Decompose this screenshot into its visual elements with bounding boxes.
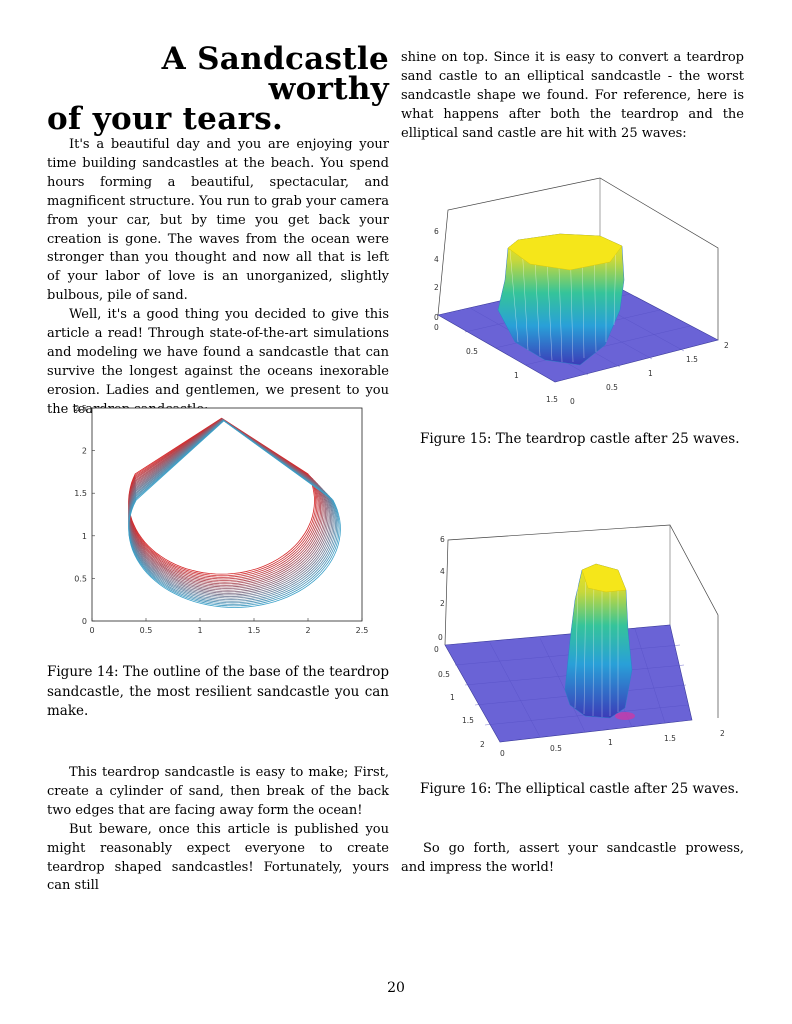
x-tick-label: 0.5 (466, 347, 478, 356)
teardrop-surface-plot: 0 2 4 6 0 0.5 1 1.5 0 0.5 1 1.5 2 (434, 177, 729, 406)
castle-top (507, 233, 623, 271)
x-tick-label: 1.5 (462, 716, 474, 725)
paragraph-how-to: This teardrop sandcastle is easy to make… (47, 765, 389, 818)
elliptical-surface-plot: 0 2 4 6 0 0.5 1 1.5 2 0 0.5 1 1.5 2 (434, 524, 725, 758)
title-line-1: A Sandcastle worthy (161, 41, 389, 107)
right-column-top: shine on top. Since it is easy to conver… (401, 49, 744, 144)
left-column-bottom: This teardrop sandcastle is easy to make… (47, 764, 389, 896)
figure-16-caption: Figure 16: The elliptical castle after 2… (420, 781, 739, 797)
y-tick-label: 0 (82, 617, 87, 626)
z-tick-label: 6 (434, 227, 439, 236)
y-tick-label: 1.5 (664, 734, 676, 743)
y-tick-label: 0 (570, 397, 575, 406)
x-tick-label: 2 (305, 626, 310, 635)
z-tick-label: 2 (434, 283, 439, 292)
teardrop-outline-curve (128, 419, 330, 594)
figure-15-caption: Figure 15: The teardrop castle after 25 … (420, 431, 740, 447)
teardrop-outline-curve (128, 418, 322, 583)
figure-15: 0 2 4 6 0 0.5 1 1.5 0 0.5 1 1.5 2 (410, 170, 740, 410)
z-tick-label: 0 (438, 633, 443, 642)
title-line-2: of your tears. (47, 101, 284, 137)
castle-top (581, 563, 627, 593)
x-tick-label: 1.5 (546, 395, 558, 404)
y-tick-label: 1 (648, 369, 653, 378)
y-tick-label: 2 (720, 729, 725, 738)
teardrop-outline-curve (128, 418, 318, 578)
paragraph-closing: So go forth, assert your sandcastle prow… (401, 841, 744, 875)
article-title: A Sandcastle worthy of your tears. (47, 41, 389, 137)
y-tick-label: 1.5 (686, 355, 698, 364)
x-tick-label: 0 (434, 645, 439, 654)
z-tick-label: 6 (440, 535, 445, 544)
teardrop-outline-curve (128, 419, 339, 605)
teardrop-outline-plot: 0 0.5 1 1.5 2 2.5 0 0.5 1 1.5 2 2.5 (74, 404, 369, 635)
teardrop-outline-curve (128, 420, 341, 608)
elliptical-castle-body (564, 563, 633, 719)
x-tick-label: 1 (514, 371, 519, 380)
x-tick-label: 0 (89, 626, 94, 635)
y-tick-label: 1.5 (74, 489, 87, 498)
x-tick-label: 1 (197, 626, 202, 635)
teardrop-outline-curve (128, 420, 340, 607)
teardrop-outline-curve (128, 418, 325, 588)
z-tick-label: 0 (434, 313, 439, 322)
teardrop-outline-curve (128, 417, 317, 577)
figure-14-caption: Figure 14: The outline of the base of th… (47, 664, 389, 719)
paragraph-beware: But beware, once this article is publish… (47, 821, 389, 894)
page-number: 20 (387, 980, 405, 996)
z-tick-label: 4 (434, 255, 439, 264)
x-tick-label: 0 (434, 323, 439, 332)
figure-16: 0 2 4 6 0 0.5 1 1.5 2 0 0.5 1 1.5 2 (420, 520, 740, 760)
y-tick-label: 0 (500, 749, 505, 758)
y-tick-label: 2 (724, 341, 729, 350)
x-tick-label: 1.5 (248, 626, 261, 635)
z-tick-label: 2 (440, 599, 445, 608)
x-tick-label: 0.5 (438, 670, 450, 679)
y-tick-label: 1 (82, 532, 87, 541)
y-tick-label: 0.5 (606, 383, 618, 392)
teardrop-outline-curve (128, 419, 333, 597)
x-tick-label: 2.5 (356, 626, 369, 635)
teardrop-outline-curve (128, 419, 335, 601)
paragraph-intro: It's a beautiful day and you are enjoyin… (47, 137, 389, 304)
z-tick-label: 4 (440, 567, 445, 576)
y-tick-label: 0.5 (550, 744, 562, 753)
teardrop-outline-curve (128, 418, 327, 590)
teardrop-outline-curve (128, 418, 324, 586)
castle-edge-mark (615, 712, 635, 720)
teardrop-outline-curve (128, 418, 323, 585)
y-tick-label: 2.5 (74, 404, 87, 413)
teardrop-outline-curve (128, 419, 329, 593)
teardrop-outline-curve (128, 419, 334, 599)
y-tick-label: 0.5 (74, 574, 87, 583)
x-tick-label: 1 (450, 693, 455, 702)
x-tick-label: 2 (480, 740, 485, 749)
right-column-bottom: So go forth, assert your sandcastle prow… (401, 840, 744, 878)
y-tick-label: 1 (608, 738, 613, 747)
left-column-top: A Sandcastle worthy of your tears. It's … (47, 44, 389, 420)
paragraph-shine: shine on top. Since it is easy to conver… (401, 50, 744, 141)
y-tick-label: 2 (82, 447, 87, 456)
x-tick-label: 0.5 (140, 626, 153, 635)
paragraph-well: Well, it's a good thing you decided to g… (47, 307, 389, 417)
teardrop-outline-curve (128, 419, 336, 602)
figure-14: 0 0.5 1 1.5 2 2.5 0 0.5 1 1.5 2 2.5 (60, 400, 380, 645)
